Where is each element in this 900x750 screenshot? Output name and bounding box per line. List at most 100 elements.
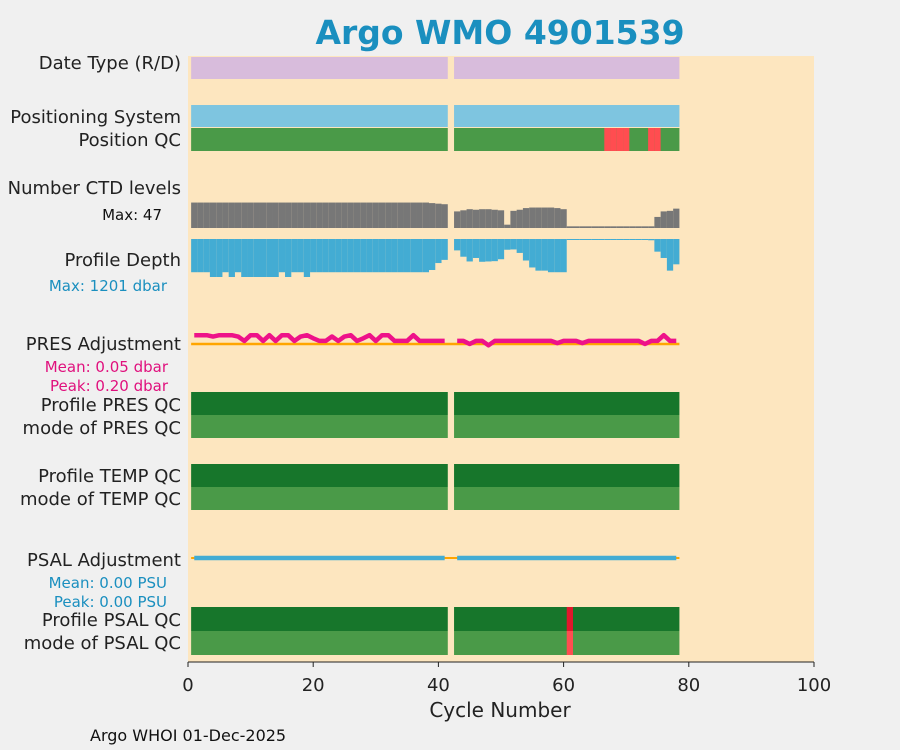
ctd-bar-cycle-7 <box>228 202 235 228</box>
psal-qc-bad-cycle-61 <box>566 607 573 631</box>
ctd-bar-cycle-18 <box>297 202 304 228</box>
ctd-bar-cycle-26 <box>347 202 354 228</box>
x-axis: 0 20 40 60 80 100 <box>182 661 831 696</box>
depth-bar-cycle-29 <box>366 239 373 273</box>
ctd-bar-cycle-1 <box>191 202 198 228</box>
depth-bar-cycle-71 <box>629 239 636 240</box>
depth-bar-cycle-67 <box>604 239 611 240</box>
depth-bar-cycle-32 <box>385 239 392 273</box>
ctd-bar-cycle-68 <box>610 226 617 228</box>
depth-bar-cycle-9 <box>241 239 248 277</box>
ctd-bar-cycle-71 <box>629 226 636 228</box>
ctd-bar-cycle-38 <box>422 202 430 228</box>
x-axis-label: Cycle Number <box>429 698 571 722</box>
ctd-bar-cycle-23 <box>328 202 336 228</box>
ctd-bar-cycle-35 <box>403 202 411 228</box>
ctd-bar-cycle-14 <box>272 202 279 228</box>
ctd-bar-cycle-40 <box>435 203 442 228</box>
depth-bar-cycle-20 <box>310 239 317 273</box>
depth-bar-cycle-64 <box>585 239 592 240</box>
label-number-ctd-levels: Number CTD levels <box>8 178 181 199</box>
ctd-bar-cycle-10 <box>247 202 254 228</box>
depth-bar-cycle-5 <box>216 239 223 277</box>
ctd-bar-cycle-11 <box>253 202 260 228</box>
depth-bar-cycle-77 <box>666 239 674 271</box>
depth-bar-cycle-3 <box>203 239 210 273</box>
depth-bar-cycle-15 <box>278 239 286 273</box>
ctd-bar-cycle-29 <box>366 202 373 228</box>
ctd-bar-cycle-9 <box>241 202 248 228</box>
depth-bar-cycle-4 <box>209 239 217 277</box>
position-qc-bad-cycle-68 <box>610 128 617 151</box>
x-tick-label-80: 80 <box>677 675 700 696</box>
label-pres-adjustment: PRES Adjustment <box>26 334 181 355</box>
x-tick-label-20: 20 <box>302 675 325 696</box>
ctd-bar-cycle-49 <box>491 209 498 228</box>
ctd-bar-cycle-58 <box>547 207 555 228</box>
ctd-bar-cycle-53 <box>516 209 523 228</box>
position-qc-bad-cycle-67 <box>604 128 611 151</box>
label-date-type: Date Type (R/D) <box>39 53 181 74</box>
ctd-bar-cycle-69 <box>616 226 624 228</box>
temp-mode-qc-band-seg-2 <box>454 487 680 510</box>
label-profile-pres-qc: Profile PRES QC <box>41 395 181 416</box>
ctd-bar-cycle-2 <box>197 202 204 228</box>
temp-qc-band-seg-1 <box>191 464 448 487</box>
depth-bar-cycle-70 <box>623 239 630 240</box>
plot-area <box>188 56 814 662</box>
pres-mean-annotation: Mean: 0.05 dbar <box>45 358 169 376</box>
depth-bar-cycle-43 <box>454 239 461 251</box>
ctd-bar-cycle-67 <box>604 226 611 228</box>
depth-bar-cycle-19 <box>303 239 311 277</box>
depth-bar-cycle-10 <box>247 239 254 277</box>
depth-bar-cycle-37 <box>416 239 423 273</box>
ctd-bar-cycle-33 <box>391 202 398 228</box>
depth-bar-cycle-62 <box>572 239 580 240</box>
ctd-bar-cycle-74 <box>648 226 655 228</box>
depth-bar-cycle-16 <box>285 239 292 277</box>
ctd-bar-cycle-48 <box>485 209 492 228</box>
depth-bar-cycle-40 <box>435 239 442 264</box>
depth-bar-cycle-14 <box>272 239 279 277</box>
label-positioning-system: Positioning System <box>10 107 181 128</box>
depth-bar-cycle-18 <box>297 239 304 273</box>
depth-bar-cycle-27 <box>353 239 361 273</box>
ctd-bar-cycle-25 <box>341 202 348 228</box>
depth-bar-cycle-55 <box>529 239 536 268</box>
label-mode-pres-qc: mode of PRES QC <box>23 418 181 439</box>
depth-bar-cycle-76 <box>660 239 667 258</box>
ctd-bar-cycle-75 <box>654 216 661 228</box>
depth-bar-cycle-47 <box>479 239 486 262</box>
ctd-bar-cycle-22 <box>322 202 329 228</box>
ctd-bar-cycle-77 <box>666 210 674 228</box>
psal-peak-annotation: Peak: 0.00 PSU <box>54 593 167 611</box>
ctd-bar-cycle-13 <box>266 202 273 228</box>
ctd-bar-cycle-16 <box>285 202 292 228</box>
ctd-bar-cycle-44 <box>460 210 467 228</box>
chart-marks <box>191 57 680 655</box>
label-mode-psal-qc: mode of PSAL QC <box>24 633 181 654</box>
ctd-bar-cycle-60 <box>560 209 567 228</box>
depth-bar-cycle-13 <box>266 239 273 277</box>
depth-bar-cycle-26 <box>347 239 354 273</box>
position-qc-bad-cycle-70 <box>623 128 630 151</box>
depth-bar-cycle-22 <box>322 239 329 273</box>
depth-bar-cycle-34 <box>397 239 404 273</box>
depth-bar-cycle-38 <box>422 239 430 273</box>
ctd-bar-cycle-61 <box>566 226 573 228</box>
ctd-bar-cycle-51 <box>504 224 511 228</box>
depth-bar-cycle-75 <box>654 239 661 252</box>
temp-qc-band-seg-2 <box>454 464 680 487</box>
ctd-bar-cycle-27 <box>353 202 361 228</box>
depth-bar-cycle-53 <box>516 239 523 253</box>
label-profile-temp-qc: Profile TEMP QC <box>38 466 181 487</box>
ctd-bar-cycle-50 <box>497 210 505 228</box>
depth-bar-cycle-60 <box>560 239 567 273</box>
depth-bar-cycle-66 <box>598 239 605 240</box>
ctd-bar-cycle-28 <box>360 202 367 228</box>
depth-bar-cycle-65 <box>591 239 599 240</box>
date-type-band-seg-1 <box>191 57 448 79</box>
position-qc-band-seg-1 <box>191 128 448 151</box>
depth-bar-cycle-11 <box>253 239 260 277</box>
label-mode-temp-qc: mode of TEMP QC <box>20 489 181 510</box>
